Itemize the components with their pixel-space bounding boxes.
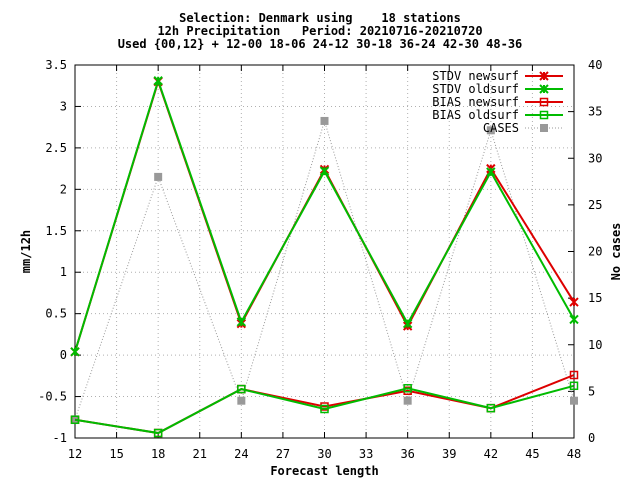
x-tick-label: 15 — [109, 447, 123, 461]
data-point-bias-oldsurf — [320, 404, 329, 414]
data-point-stdv-oldsurf — [486, 167, 496, 177]
legend-marker-bias-newsurf — [539, 97, 549, 107]
data-point-stdv-oldsurf — [70, 347, 80, 357]
y-tick-label: -0.5 — [38, 390, 67, 404]
y-tick-label: 0 — [60, 348, 67, 362]
legend-marker-stdv-newsurf — [539, 71, 549, 81]
axes: 12 15 18 21 24 27 30 33 36 39 42 45 48-1-0.500.511.5… — [19, 58, 623, 478]
series-line-bias-newsurf — [74, 374, 575, 435]
legend-label-bias-oldsurf: BIAS oldsurf — [432, 108, 519, 122]
x-tick-label: 39 — [442, 447, 456, 461]
x-tick-label: 21 — [193, 447, 207, 461]
title-line: Selection: Denmark using 18 stations — [179, 11, 461, 25]
y-tick-label: 1.5 — [45, 224, 67, 238]
y2-axis-label: No cases — [609, 223, 623, 281]
data-point-bias-oldsurf — [486, 403, 496, 413]
chart-title: Selection: Denmark using 18 stations12h … — [118, 11, 523, 51]
y-tick-label: 3 — [60, 99, 67, 113]
y2-tick-label: 25 — [588, 198, 602, 212]
y2-tick-label: 40 — [588, 58, 602, 72]
data-point-cases — [320, 116, 329, 125]
data-point-cases — [237, 396, 246, 405]
legend-label-cases: CASES — [483, 121, 519, 135]
data-point-cases — [570, 396, 578, 405]
x-tick-label: 48 — [567, 447, 581, 461]
x-tick-label: 24 — [234, 447, 248, 461]
y-tick-label: 2 — [60, 182, 67, 196]
data-point-cases — [403, 396, 412, 405]
y2-tick-label: 35 — [588, 105, 602, 119]
x-tick-label: 27 — [276, 447, 290, 461]
data-point-bias-oldsurf — [70, 415, 80, 425]
data-point-cases — [486, 126, 495, 135]
x-tick-label: 12 — [68, 447, 82, 461]
y-tick-label: -1 — [53, 431, 67, 445]
x-tick-label: 18 — [151, 447, 165, 461]
y-tick-label: 1 — [60, 265, 67, 279]
y2-tick-label: 5 — [588, 384, 595, 398]
y-axis-label: mm/12h — [19, 230, 33, 273]
data-point-stdv-oldsurf — [402, 318, 413, 329]
y2-tick-label: 10 — [588, 338, 602, 352]
data-point-bias-oldsurf — [403, 384, 412, 393]
data-point-stdv-oldsurf — [319, 166, 330, 176]
y2-tick-label: 15 — [588, 291, 602, 305]
x-axis-label: Forecast length — [270, 464, 378, 478]
x-tick-label: 45 — [525, 447, 539, 461]
series-line-bias-oldsurf — [74, 384, 575, 435]
x-tick-label: 42 — [484, 447, 498, 461]
data-point-stdv-newsurf — [569, 297, 579, 307]
legend-marker-cases — [540, 124, 548, 132]
data-point-stdv-oldsurf — [236, 317, 247, 327]
y2-tick-label: 20 — [588, 245, 602, 259]
data-point-cases — [154, 172, 163, 181]
y2-tick-label: 0 — [588, 431, 595, 445]
legend-label-bias-newsurf: BIAS newsurf — [432, 95, 519, 109]
x-tick-label: 36 — [400, 447, 414, 461]
y2-tick-label: 30 — [588, 151, 602, 165]
data-point-stdv-oldsurf — [153, 76, 163, 86]
data-point-bias-oldsurf — [153, 428, 163, 438]
data-point-bias-newsurf — [569, 370, 579, 380]
data-point-bias-oldsurf — [569, 381, 579, 391]
data-point-bias-oldsurf — [237, 384, 246, 394]
title-line: Used {00,12} + 12-00 18-06 24-12 30-18 3… — [118, 37, 523, 51]
series — [70, 76, 579, 438]
y-tick-label: 2.5 — [45, 141, 67, 155]
series-cases — [71, 116, 578, 424]
series-bias-oldsurf — [70, 381, 579, 438]
x-tick-label: 30 — [317, 447, 331, 461]
legend-marker-stdv-oldsurf — [539, 84, 549, 94]
legend-label-stdv-oldsurf: STDV oldsurf — [432, 82, 519, 96]
data-point-cases — [71, 415, 79, 424]
legend-label-stdv-newsurf: STDV newsurf — [432, 69, 519, 83]
data-point-stdv-oldsurf — [569, 314, 579, 325]
y-tick-label: 0.5 — [45, 307, 67, 321]
legend-marker-bias-oldsurf — [539, 110, 549, 120]
title-line: 12h Precipitation Period: 20210716-20210… — [157, 24, 482, 38]
series-stdv-oldsurf — [70, 76, 579, 357]
x-tick-label: 33 — [359, 447, 373, 461]
y-tick-label: 3.5 — [45, 58, 67, 72]
